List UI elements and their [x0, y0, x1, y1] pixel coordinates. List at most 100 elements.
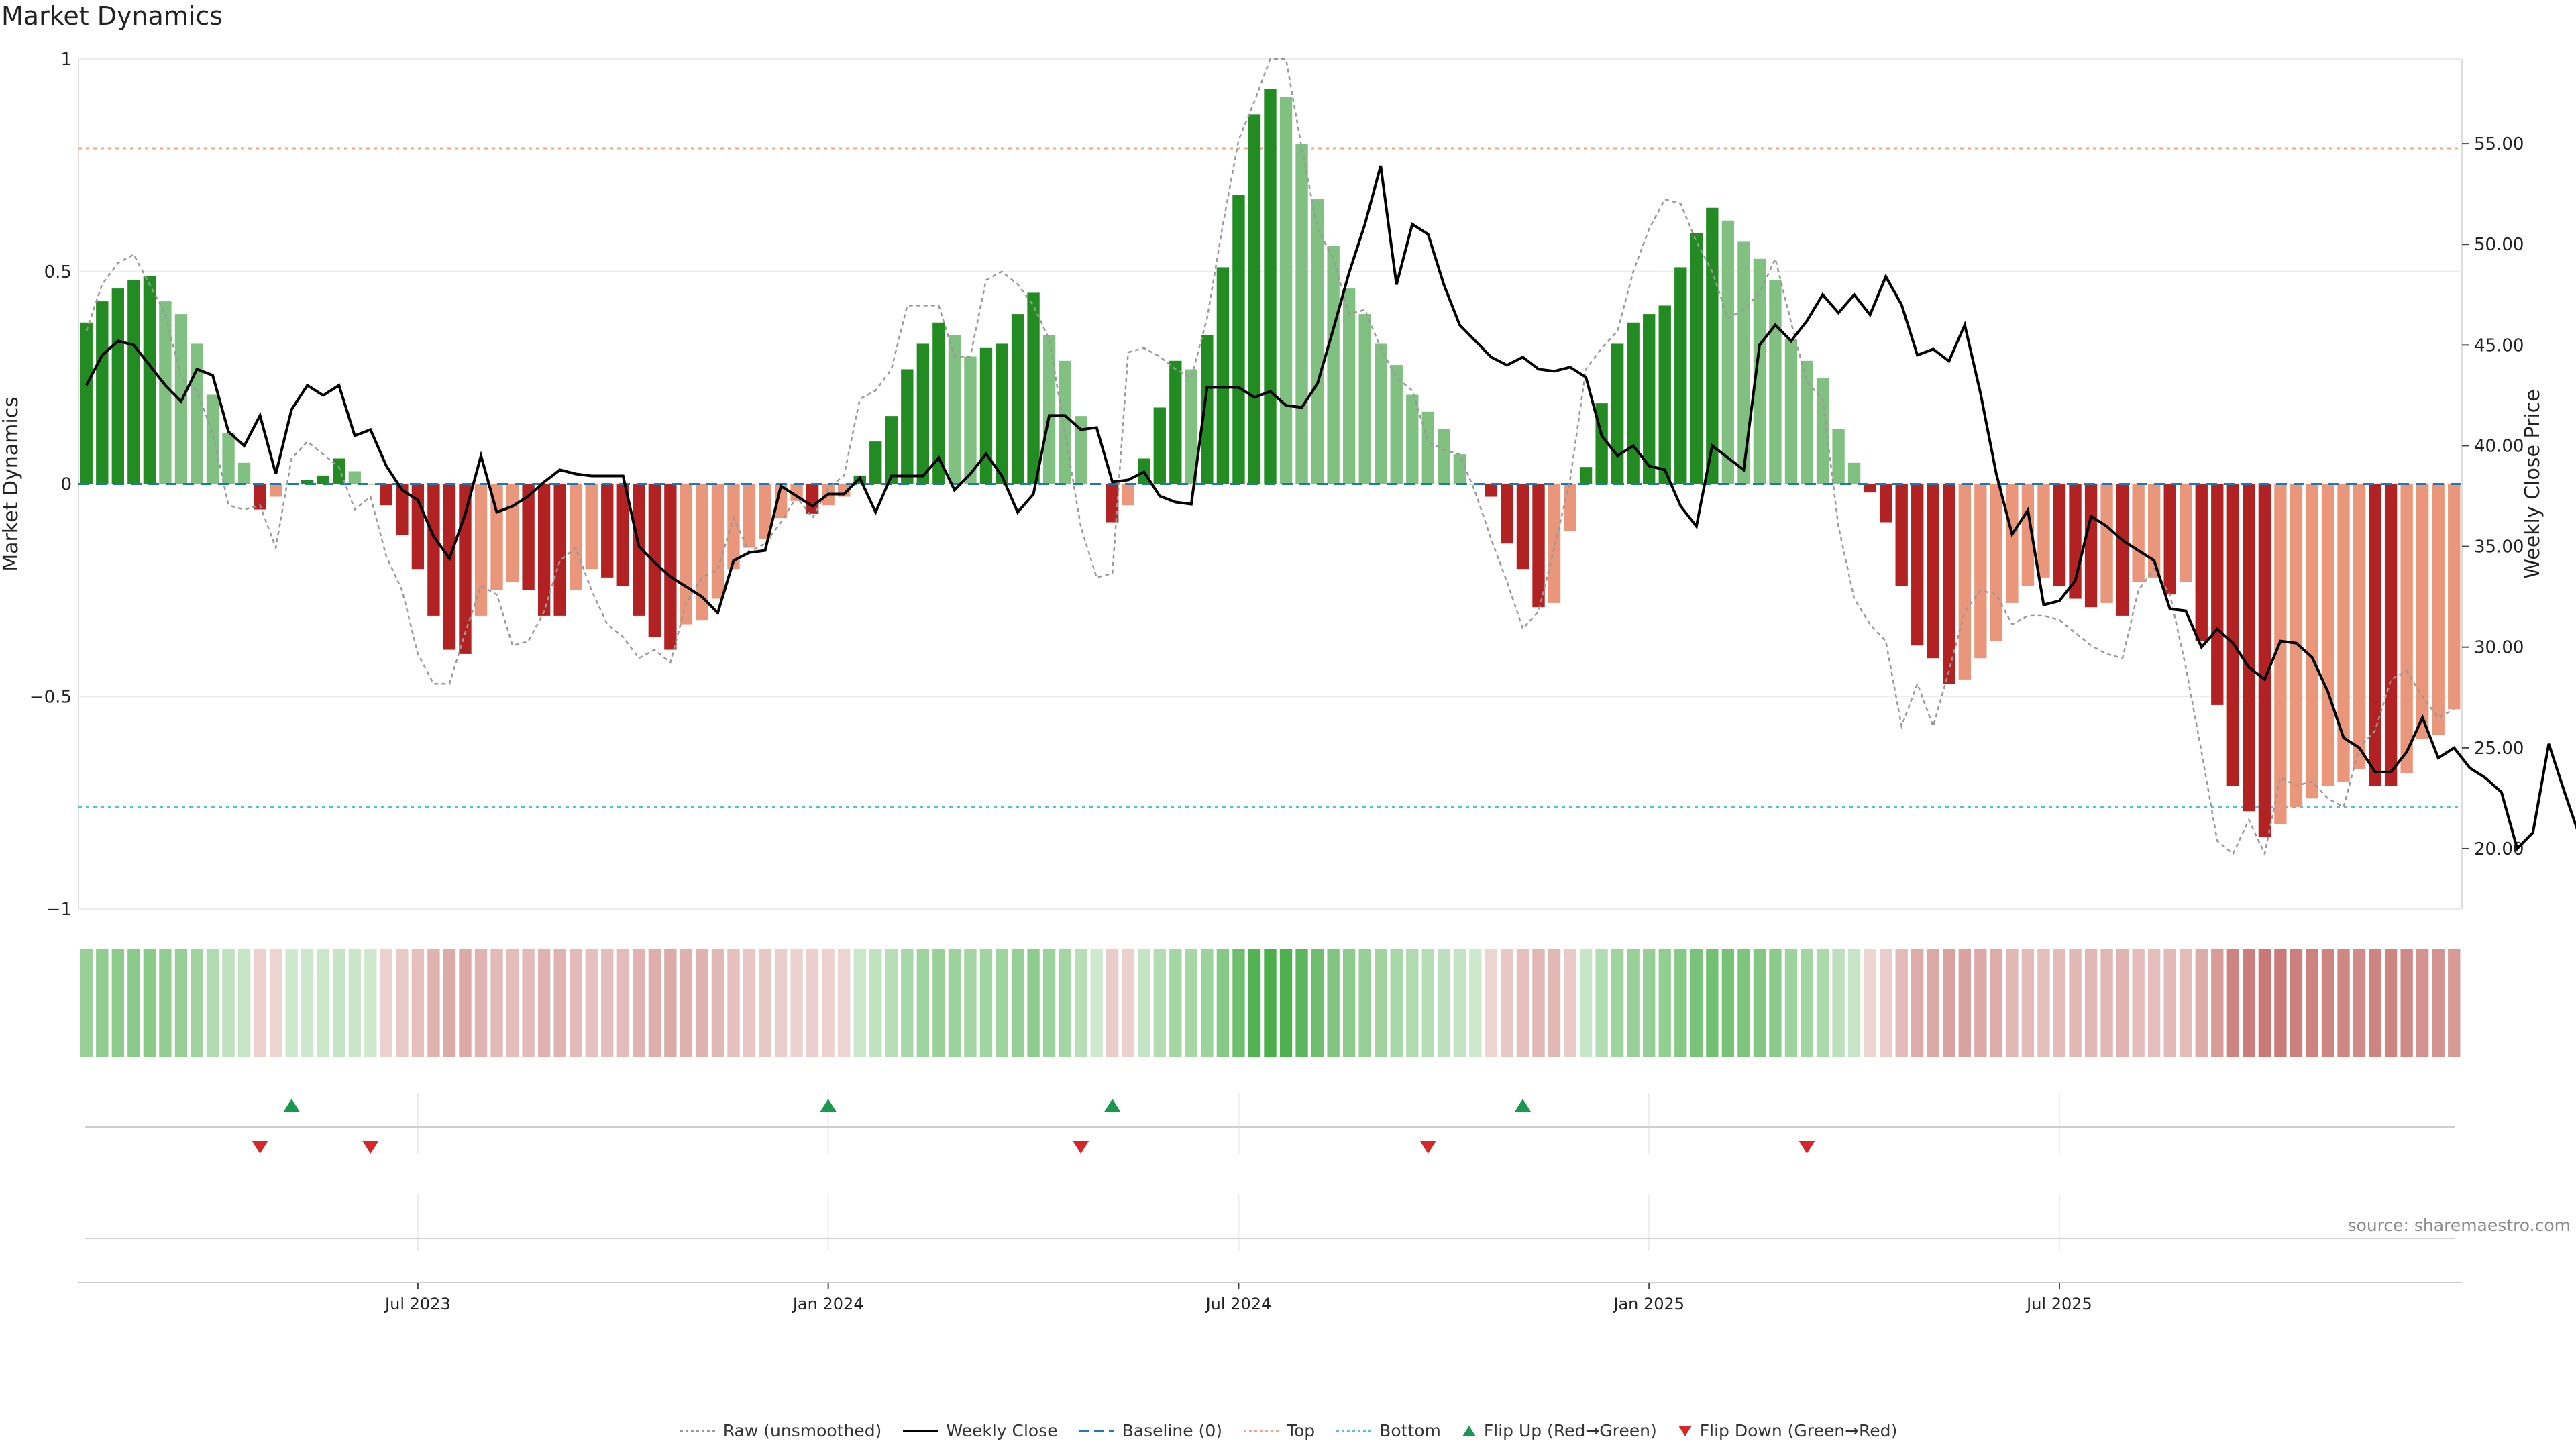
heat-cell	[1658, 949, 1671, 1057]
dashed-line-icon	[1079, 1430, 1114, 1432]
heat-cell	[1579, 949, 1593, 1057]
md-bar	[869, 441, 882, 484]
triangle-up-icon	[1462, 1425, 1476, 1436]
heat-cell	[2432, 949, 2445, 1057]
heat-cell	[2416, 949, 2429, 1057]
heat-cell	[1532, 949, 1545, 1057]
heat-cell	[1864, 949, 1876, 1057]
heat-cell	[2084, 949, 2098, 1057]
md-bar	[1201, 335, 1214, 484]
md-bar	[1769, 280, 1782, 484]
heat-cell	[222, 949, 235, 1057]
md-bar	[396, 484, 409, 535]
md-bar	[443, 484, 456, 650]
md-bar	[111, 288, 125, 484]
heat-cell	[1106, 949, 1119, 1057]
heat-cell	[80, 949, 93, 1057]
md-bar	[2163, 484, 2176, 595]
md-bar	[1658, 305, 1671, 484]
legend-item-top: Top	[1242, 1421, 1315, 1440]
md-bar	[1421, 411, 1434, 484]
heat-cell	[2147, 949, 2161, 1057]
md-bar	[1943, 484, 1955, 684]
heat-cell	[696, 949, 708, 1057]
md-bar	[2290, 484, 2303, 807]
heat-cell	[269, 949, 282, 1057]
md-bar	[301, 480, 314, 484]
heat-cell	[427, 949, 440, 1057]
x-tick-label: Jul 2024	[1205, 1295, 1272, 1313]
md-bar	[1042, 335, 1056, 484]
heat-cell	[1042, 949, 1056, 1057]
md-bar	[2306, 484, 2318, 799]
heat-cell	[1216, 949, 1230, 1057]
md-bar	[1927, 484, 1939, 659]
heat-cell	[159, 949, 172, 1057]
flip-down-marker	[252, 1141, 268, 1154]
md-bar	[1342, 288, 1356, 484]
heat-cell	[1485, 949, 1498, 1057]
heat-cell	[774, 949, 788, 1057]
md-bar	[1027, 292, 1040, 484]
md-bar	[2084, 484, 2098, 608]
heat-cell	[459, 949, 472, 1057]
md-bar	[1279, 97, 1293, 484]
heat-cell	[916, 949, 930, 1057]
heat-cell	[2132, 949, 2145, 1057]
heat-cell	[1595, 949, 1608, 1057]
heat-cell	[1847, 949, 1861, 1057]
heat-cell	[2226, 949, 2239, 1057]
heat-cell	[2400, 949, 2413, 1057]
md-bar	[1864, 484, 1876, 493]
dotted-line-icon	[1336, 1430, 1372, 1432]
md-bar	[2321, 484, 2334, 786]
md-bar	[364, 484, 377, 485]
md-bar	[932, 322, 945, 484]
y2-tick-label: 40.00	[2474, 436, 2524, 456]
heat-cell	[237, 949, 251, 1057]
heat-cell	[1438, 949, 1450, 1057]
flip-down-marker	[1419, 1141, 1436, 1154]
heat-cell	[1516, 949, 1529, 1057]
md-bar	[2416, 484, 2429, 739]
heat-cell	[1059, 949, 1071, 1057]
md-bar	[1122, 484, 1134, 506]
heat-cell	[1895, 949, 1908, 1057]
heat-cell	[2211, 949, 2224, 1057]
md-bar	[2384, 484, 2398, 786]
heat-cell	[2180, 949, 2192, 1057]
y2-tick-label: 55.00	[2474, 134, 2524, 154]
heat-cell	[396, 949, 409, 1057]
heat-cell	[1311, 949, 1324, 1057]
y-axis-label: Market Dynamics	[0, 396, 23, 572]
md-bar	[2195, 484, 2208, 641]
x-tick-label: Jul 2023	[384, 1295, 451, 1313]
md-bar	[1611, 343, 1624, 484]
chart-legend: Raw (unsmoothed) Weekly Close Baseline (…	[0, 1421, 2576, 1440]
md-bar	[537, 484, 551, 616]
heat-cell	[979, 949, 993, 1057]
md-bar	[1232, 195, 1245, 484]
y2-axis-label: Weekly Close Price	[2521, 389, 2544, 578]
md-bar	[2243, 484, 2255, 812]
md-bar	[2432, 484, 2445, 735]
legend-item-flip-down: Flip Down (Green→Red)	[1677, 1421, 1897, 1440]
heat-cell	[1421, 949, 1434, 1057]
heat-cell	[1974, 949, 1987, 1057]
heat-cell	[301, 949, 314, 1057]
heat-cell	[364, 949, 377, 1057]
md-bar	[1311, 199, 1324, 484]
md-bar	[711, 484, 724, 599]
md-bar	[380, 484, 393, 506]
md-bar	[633, 484, 645, 616]
md-bar	[269, 484, 282, 497]
heat-cell	[127, 949, 140, 1057]
heat-cell	[948, 949, 961, 1057]
heat-cell	[1153, 949, 1166, 1057]
heat-cell	[838, 949, 851, 1057]
legend-item-flip-up: Flip Up (Red→Green)	[1461, 1421, 1657, 1440]
flip-down-marker	[1073, 1141, 1089, 1154]
source-credit: source: sharemaestro.com	[2347, 1216, 2571, 1235]
md-bar	[2147, 484, 2161, 578]
